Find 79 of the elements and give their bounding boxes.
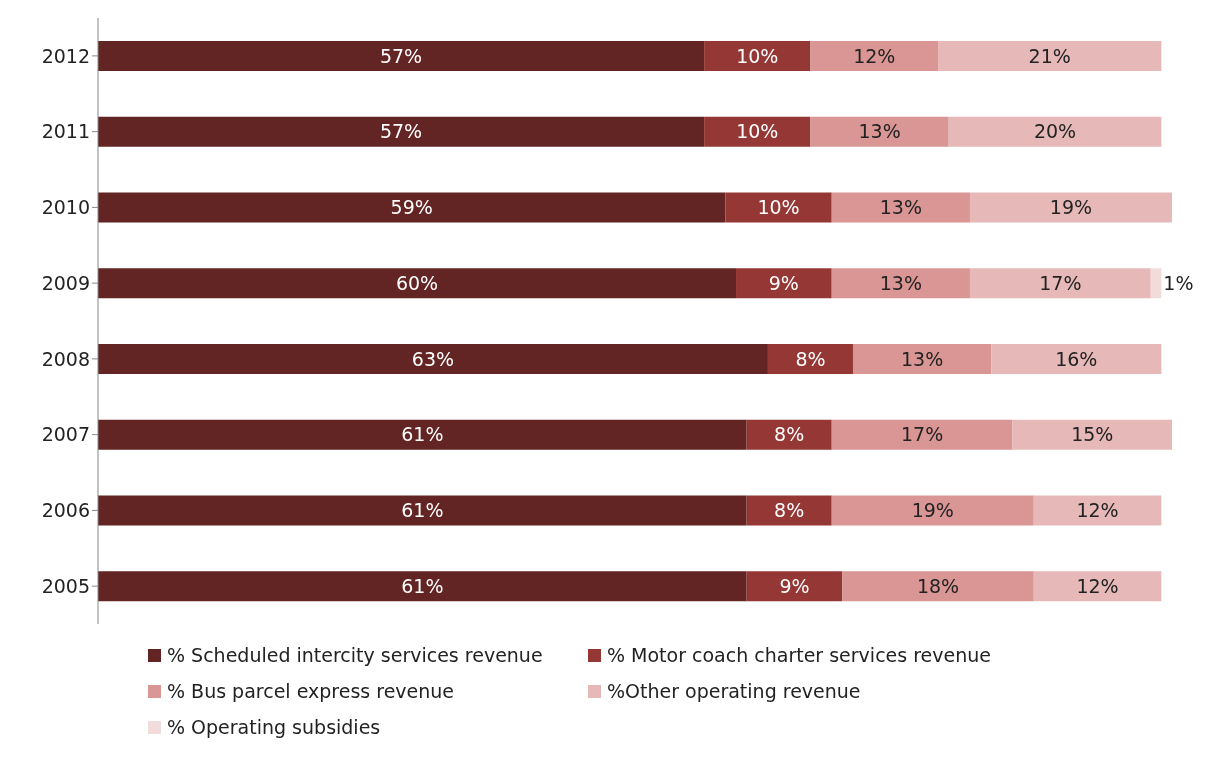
data-label: 9% xyxy=(779,574,810,597)
data-label: 10% xyxy=(736,44,779,67)
data-label: 61% xyxy=(401,499,444,522)
bar xyxy=(852,344,992,374)
data-label: 19% xyxy=(911,499,954,522)
bar xyxy=(98,192,726,223)
bar xyxy=(98,495,747,526)
bar xyxy=(725,192,832,223)
bar xyxy=(831,419,1013,450)
bar xyxy=(98,419,747,450)
legend-label: % Bus parcel express revenue xyxy=(167,680,455,702)
bar xyxy=(938,41,1162,71)
bar xyxy=(831,268,970,299)
legend-label: % Operating subsidies xyxy=(167,716,381,738)
bar xyxy=(98,41,705,71)
legend-label: % Motor coach charter services revenue xyxy=(607,644,991,666)
data-label: 18% xyxy=(916,574,960,597)
bar xyxy=(969,268,1151,299)
bar xyxy=(1033,495,1162,526)
bar xyxy=(810,41,939,71)
data-label: 60% xyxy=(395,271,439,294)
bar xyxy=(746,495,832,526)
data-label: 15% xyxy=(1071,423,1114,446)
bar xyxy=(1150,268,1162,299)
data-label: 57% xyxy=(379,120,423,143)
bar xyxy=(704,116,811,147)
bar xyxy=(767,344,853,374)
data-label: 61% xyxy=(401,423,444,446)
bar xyxy=(842,571,1034,602)
bar xyxy=(1012,419,1172,450)
legend-label: % Scheduled intercity services revenue xyxy=(167,644,543,666)
bar xyxy=(736,268,832,299)
bar xyxy=(948,116,1162,147)
data-label: 21% xyxy=(1028,44,1071,67)
data-label: 12% xyxy=(1076,574,1119,597)
data-label: 1% xyxy=(1163,271,1194,294)
data-label: 57% xyxy=(379,44,423,67)
bar xyxy=(746,571,843,602)
y-tick-label: 2007 xyxy=(41,423,90,446)
bar xyxy=(704,41,811,71)
bar xyxy=(831,495,1034,526)
data-label: 59% xyxy=(390,196,433,219)
y-tick-label: 2012 xyxy=(41,44,90,67)
y-tick-label: 2010 xyxy=(41,196,90,219)
bar xyxy=(98,268,737,299)
data-label: 13% xyxy=(879,271,922,294)
data-label: 9% xyxy=(768,271,799,294)
y-tick-label: 2011 xyxy=(41,120,90,143)
y-tick-label: 2006 xyxy=(41,499,90,522)
bar xyxy=(746,419,832,450)
data-label: 63% xyxy=(411,347,455,370)
data-label: 13% xyxy=(900,347,944,370)
y-tick-label: 2008 xyxy=(41,347,90,370)
bar xyxy=(831,192,970,223)
data-label: 13% xyxy=(858,120,901,143)
data-label: 12% xyxy=(1076,499,1119,522)
bar xyxy=(991,344,1162,374)
data-label: 10% xyxy=(757,196,800,219)
bar xyxy=(969,192,1172,223)
data-label: 13% xyxy=(879,196,922,219)
data-label: 61% xyxy=(401,574,444,597)
y-tick-label: 2009 xyxy=(41,271,90,294)
data-label: 17% xyxy=(1039,271,1082,294)
data-label: 20% xyxy=(1033,120,1077,143)
bar xyxy=(1033,571,1162,602)
bar xyxy=(98,116,705,147)
data-label: 8% xyxy=(795,347,826,370)
bar xyxy=(98,344,768,374)
data-label: 10% xyxy=(736,120,779,143)
legend-label: %Other operating revenue xyxy=(607,680,861,702)
data-label: 8% xyxy=(774,499,805,522)
data-label: 12% xyxy=(853,44,896,67)
data-label: 17% xyxy=(900,423,944,446)
data-label: 16% xyxy=(1055,347,1098,370)
data-label: 19% xyxy=(1049,196,1093,219)
data-label: 8% xyxy=(774,423,805,446)
bar xyxy=(810,116,949,147)
bar xyxy=(98,571,747,602)
y-tick-label: 2005 xyxy=(41,574,90,597)
